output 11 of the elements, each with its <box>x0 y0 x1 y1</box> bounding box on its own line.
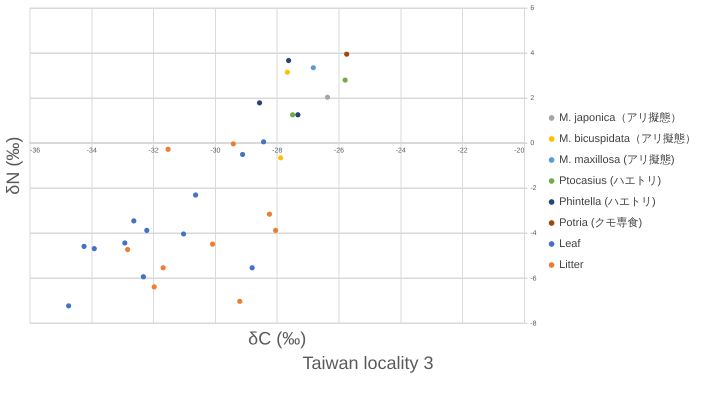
legend-label: M. maxillosa (アリ擬態) <box>559 153 675 166</box>
legend-label: M. bicuspidata（アリ擬態） <box>559 132 696 146</box>
text: Taiwan locality 3 <box>302 353 434 374</box>
legend-label: Phintella (ハエトリ) <box>559 196 656 208</box>
legend-label: Litter <box>559 259 584 272</box>
legend-label: Leaf <box>559 238 582 250</box>
legend-label: Ptocasius (ハエトリ) <box>559 175 662 188</box>
y-axis-title: δN (‰) <box>2 136 23 195</box>
x-axis-title: δC (‰) <box>248 328 306 348</box>
legend-label: M. japonica（アリ擬態） <box>559 111 682 124</box>
legend-label: Potria (クモ専食) <box>559 216 642 230</box>
